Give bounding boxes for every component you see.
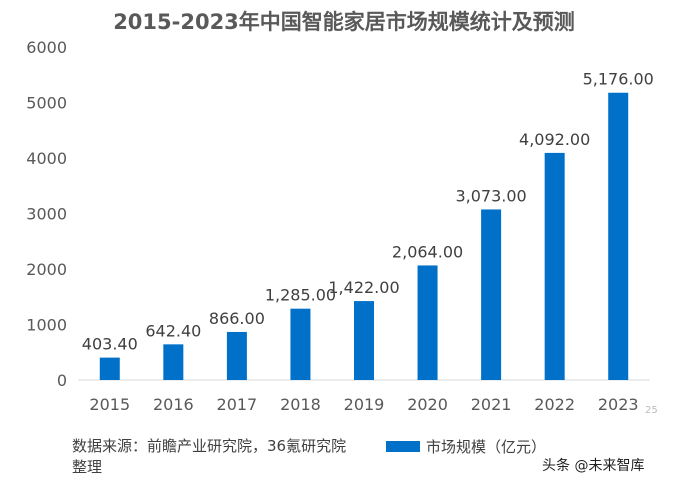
legend-swatch [386, 441, 420, 452]
y-tick-label: 5000 [26, 94, 67, 113]
bar [290, 308, 311, 380]
x-tick-label: 2016 [153, 395, 194, 414]
y-tick-label: 1000 [26, 316, 67, 335]
data-label: 1,285.00 [265, 286, 336, 305]
y-tick-label: 4000 [26, 149, 67, 168]
y-tick-label: 3000 [26, 205, 67, 224]
bar [417, 265, 438, 380]
data-label: 4,092.00 [519, 130, 590, 149]
data-label: 642.40 [145, 321, 201, 340]
x-tick-label: 2020 [407, 395, 448, 414]
data-label: 1,422.00 [328, 278, 399, 297]
bar [163, 344, 184, 380]
watermark: 头条 @未来智库 [542, 458, 645, 474]
x-tick-label: 2022 [534, 395, 575, 414]
bar [481, 209, 502, 380]
data-label: 3,073.00 [455, 186, 526, 205]
x-tick-label: 2018 [280, 395, 321, 414]
x-tick-label: 2017 [217, 395, 258, 414]
page-number: 25 [645, 405, 658, 416]
source-note: 数据来源：前瞻产业研究院，36氪研究院整理 [72, 437, 347, 476]
chart-title: 2015-2023年中国智能家居市场规模统计及预测 [113, 10, 575, 34]
y-tick-label: 0 [57, 371, 67, 390]
bar [544, 152, 565, 380]
x-tick-label: 2023 [598, 395, 639, 414]
legend: 市场规模（亿元） [386, 436, 546, 457]
data-label: 2,064.00 [392, 242, 463, 261]
y-tick-label: 6000 [26, 38, 67, 57]
data-label: 403.40 [82, 335, 138, 354]
x-tick-label: 2021 [471, 395, 512, 414]
bar [608, 92, 629, 381]
x-tick-label: 2019 [344, 395, 385, 414]
data-label: 5,176.00 [583, 70, 654, 89]
legend-label: 市场规模（亿元） [426, 438, 547, 456]
bar [99, 357, 120, 380]
bar [226, 331, 247, 380]
data-label: 866.00 [209, 309, 265, 328]
bar [354, 301, 374, 380]
y-tick-label: 2000 [26, 260, 67, 279]
x-tick-label: 2015 [89, 395, 130, 414]
